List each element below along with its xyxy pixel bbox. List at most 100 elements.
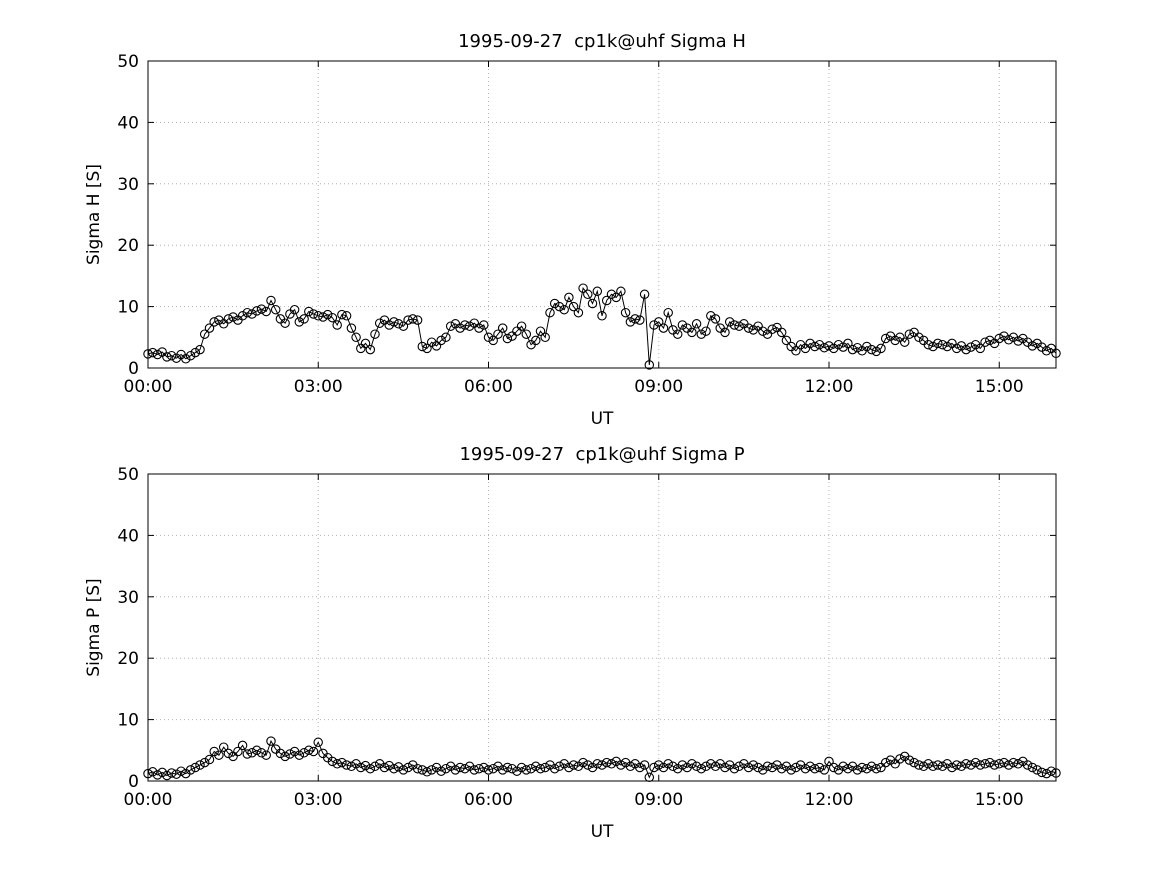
data-marker: [469, 765, 480, 775]
data-marker: [1013, 759, 1023, 769]
data-marker: [223, 314, 234, 324]
data-marker: [966, 760, 976, 770]
data-marker: [677, 760, 688, 770]
y-tick-label: 0: [128, 359, 139, 379]
data-marker: [341, 760, 352, 770]
data-marker: [389, 763, 399, 774]
data-marker: [597, 311, 607, 321]
data-marker: [758, 326, 768, 336]
data-marker: [516, 321, 527, 331]
data-marker: [370, 329, 380, 339]
data-marker: [1032, 765, 1042, 775]
data-marker: [322, 309, 333, 320]
x-tick-label: 15:00: [975, 377, 1024, 397]
sigma-h-title: 1995-09-27 cp1k@uhf Sigma H: [458, 31, 746, 52]
data-marker: [228, 751, 238, 762]
data-marker: [691, 319, 702, 329]
data-marker: [649, 762, 659, 773]
data-marker: [360, 338, 371, 349]
data-marker: [474, 763, 484, 774]
data-marker: [256, 304, 267, 314]
data-marker: [597, 760, 607, 770]
data-marker: [266, 295, 276, 306]
data-marker: [412, 763, 423, 774]
data-marker: [199, 757, 210, 768]
data-marker: [814, 762, 825, 773]
data-marker: [304, 306, 314, 317]
data-marker: [157, 347, 167, 357]
data-marker: [734, 761, 744, 772]
data-marker: [152, 349, 163, 360]
data-marker: [710, 761, 721, 772]
data-marker: [337, 757, 347, 768]
data-marker: [488, 763, 498, 774]
data-marker: [1008, 757, 1019, 768]
data-marker: [493, 329, 503, 339]
data-marker: [625, 317, 636, 327]
data-marker: [937, 339, 948, 350]
data-marker: [147, 767, 158, 777]
data-marker: [393, 319, 404, 329]
data-marker: [635, 315, 645, 325]
data-marker: [994, 333, 1004, 344]
data-marker: [876, 762, 886, 773]
data-marker: [294, 317, 305, 327]
data-marker: [630, 314, 640, 324]
data-marker: [341, 311, 352, 321]
data-marker: [701, 761, 711, 772]
y-tick-label: 20: [117, 649, 139, 669]
data-marker: [332, 759, 342, 769]
data-marker: [218, 319, 229, 329]
data-marker: [223, 748, 234, 759]
data-marker: [800, 763, 811, 774]
x-tick-label: 09:00: [634, 790, 683, 810]
data-marker: [961, 759, 971, 769]
data-marker: [162, 352, 172, 362]
data-marker: [810, 763, 820, 774]
data-marker: [999, 757, 1009, 768]
sigma-p-panel: 1995-09-27 cp1k@uhf Sigma P Sigma P [S] …: [84, 444, 1061, 842]
data-marker: [819, 765, 830, 775]
sigma-h-plot-area: 00:00 03:00 06:00 09:00 12:00 15:00 0 10 20 30 40 5…: [117, 52, 1061, 397]
data-marker: [852, 342, 863, 353]
data-marker: [280, 318, 290, 328]
data-marker: [677, 320, 688, 330]
data-marker: [531, 335, 541, 346]
data-marker: [616, 286, 626, 297]
data-marker: [909, 327, 919, 338]
data-marker: [1003, 335, 1014, 345]
data-marker: [422, 767, 432, 777]
y-tick-label: 40: [117, 526, 139, 546]
data-marker: [214, 750, 224, 760]
data-marker: [866, 761, 877, 772]
data-marker: [592, 759, 603, 769]
data-marker: [512, 326, 522, 336]
data-marker: [653, 317, 664, 327]
data-marker: [365, 763, 376, 774]
x-tick-label: 06:00: [464, 790, 513, 810]
data-marker: [706, 759, 716, 769]
data-marker: [185, 350, 196, 361]
data-marker: [786, 765, 796, 775]
data-marker: [828, 762, 839, 773]
data-marker: [639, 760, 650, 770]
data-marker: [237, 311, 248, 321]
data-marker: [1051, 768, 1061, 778]
data-marker: [460, 763, 470, 774]
data-marker: [1013, 336, 1023, 346]
data-marker: [914, 760, 924, 770]
data-marker: [857, 762, 867, 773]
data-marker: [706, 311, 716, 321]
data-marker: [360, 760, 371, 771]
data-marker: [616, 760, 626, 770]
data-marker: [975, 343, 986, 354]
data-marker: [583, 289, 593, 300]
data-marker: [502, 333, 513, 344]
data-marker: [313, 737, 323, 748]
data-marker: [275, 748, 286, 759]
data-marker: [166, 350, 177, 361]
data-marker: [289, 304, 300, 315]
sigma-p-plot-area: 00:00 03:00 06:00 09:00 12:00 15:00 0 10 20 30 40 5…: [117, 465, 1061, 810]
data-marker: [748, 760, 759, 770]
data-marker: [408, 314, 418, 324]
